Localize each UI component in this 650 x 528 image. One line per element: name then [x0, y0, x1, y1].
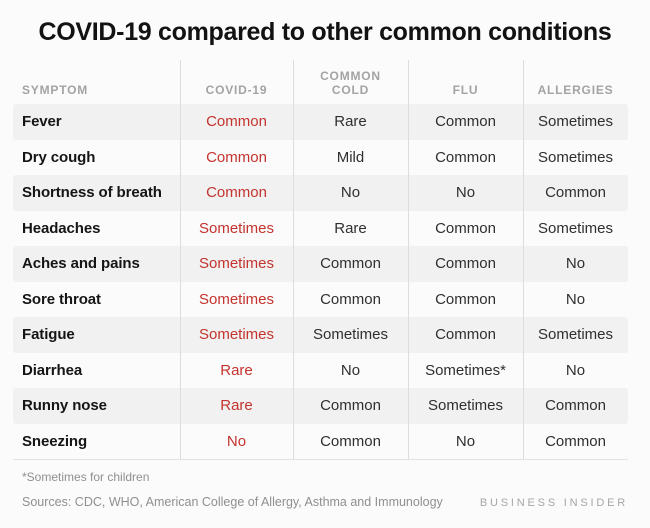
cell-allergies: Sometimes	[537, 326, 614, 344]
cell-flu: No	[455, 184, 476, 202]
symptom-label: Sneezing	[22, 432, 88, 450]
cell-allergies: No	[565, 361, 586, 379]
cell-covid: Rare	[220, 361, 253, 379]
cell-allergies: No	[565, 290, 586, 308]
column-header-flu: FLU	[452, 83, 479, 97]
symptom-comparison-table: SYMPTOM COVID-19 COMMON COLD FLU ALLERGIES F…	[13, 60, 628, 460]
table-row: Dry cough Common Mild Common Sometimes	[13, 140, 628, 176]
symptom-label: Sore throat	[22, 290, 101, 308]
cell-allergies: Sometimes	[537, 219, 614, 237]
column-header-symptom: SYMPTOM	[22, 83, 89, 97]
symptom-label: Shortness of breath	[22, 184, 162, 202]
column-header-covid: COVID-19	[205, 83, 268, 97]
cell-allergies: Sometimes	[537, 148, 614, 166]
table-row: Sore throat Sometimes Common Common No	[13, 282, 628, 318]
symptom-label: Runny nose	[22, 397, 107, 415]
cell-cold: No	[340, 184, 361, 202]
cell-flu: Common	[435, 113, 496, 131]
cell-cold: Common	[320, 255, 381, 273]
cell-covid: Common	[206, 113, 267, 131]
cell-allergies: Common	[545, 432, 606, 450]
cell-covid: Common	[206, 184, 267, 202]
cell-cold: Rare	[334, 219, 367, 237]
cell-covid: Sometimes	[198, 326, 275, 344]
cell-covid: No	[226, 432, 247, 450]
footnote: *Sometimes for children	[22, 470, 150, 484]
cell-flu: Common	[435, 219, 496, 237]
cell-allergies: Common	[545, 397, 606, 415]
symptom-label: Fever	[22, 113, 62, 131]
table-row: Fever Common Rare Common Sometimes	[13, 104, 628, 140]
cell-cold: No	[340, 361, 361, 379]
cell-cold: Rare	[334, 113, 367, 131]
chart-title: COVID-19 compared to other common condit…	[38, 18, 612, 46]
symptom-label: Fatigue	[22, 326, 75, 344]
cell-cold: Mild	[336, 148, 365, 166]
cell-cold: Common	[320, 397, 381, 415]
symptom-label: Dry cough	[22, 148, 96, 166]
cell-covid: Sometimes	[198, 255, 275, 273]
cell-flu: Common	[435, 148, 496, 166]
cell-flu: Sometimes	[427, 397, 504, 415]
column-header-allergies: ALLERGIES	[537, 83, 614, 97]
cell-covid: Common	[206, 148, 267, 166]
cell-covid: Sometimes	[198, 219, 275, 237]
symptom-label: Diarrhea	[22, 361, 83, 379]
table-row: Sneezing No Common No Common	[13, 424, 628, 460]
table-row: Runny nose Rare Common Sometimes Common	[13, 388, 628, 424]
cell-flu: Common	[435, 290, 496, 308]
cell-allergies: No	[565, 255, 586, 273]
table-header-row: SYMPTOM COVID-19 COMMON COLD FLU ALLERGIES	[13, 60, 628, 104]
table-row: Headaches Sometimes Rare Common Sometimes	[13, 211, 628, 247]
sources-text: Sources: CDC, WHO, American College of A…	[22, 495, 443, 509]
cell-allergies: Sometimes	[537, 113, 614, 131]
cell-covid: Sometimes	[198, 290, 275, 308]
table-row: Diarrhea Rare No Sometimes* No	[13, 353, 628, 389]
table-row: Fatigue Sometimes Sometimes Common Sometimes	[13, 317, 628, 353]
cell-flu: Sometimes*	[425, 361, 506, 379]
cell-flu: Common	[435, 255, 496, 273]
cell-flu: Common	[435, 326, 496, 344]
symptom-label: Headaches	[22, 219, 101, 237]
cell-cold: Common	[320, 290, 381, 308]
table-body: Fever Common Rare Common Sometimes Dry cough C…	[13, 104, 628, 460]
business-insider-wordmark: BUSINESS INSIDER	[479, 497, 628, 509]
cell-cold: Common	[320, 432, 381, 450]
cell-cold: Sometimes	[312, 326, 389, 344]
table-row: Shortness of breath Common No No Common	[13, 175, 628, 211]
cell-covid: Rare	[220, 397, 253, 415]
symptom-label: Aches and pains	[22, 255, 140, 273]
footer: Sources: CDC, WHO, American College of A…	[22, 495, 628, 509]
cell-allergies: Common	[545, 184, 606, 202]
column-header-cold: COMMON COLD	[320, 69, 381, 97]
table-row: Aches and pains Sometimes Common Common No	[13, 246, 628, 282]
cell-flu: No	[455, 432, 476, 450]
